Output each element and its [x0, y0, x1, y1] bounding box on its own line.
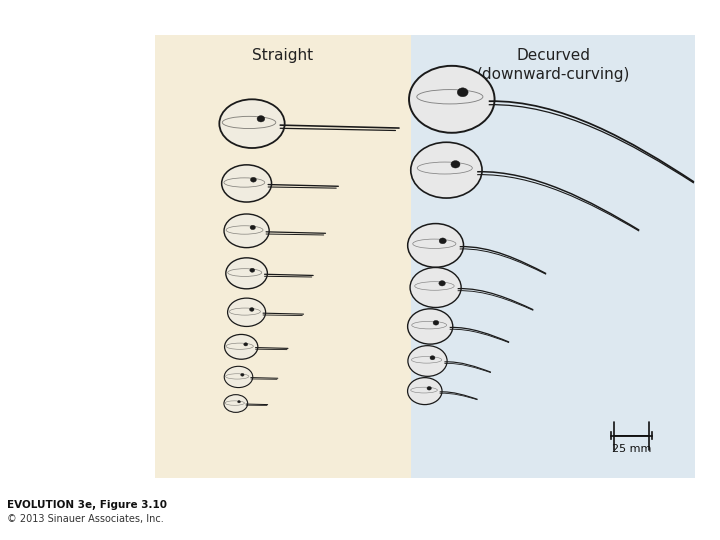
Ellipse shape — [408, 309, 453, 344]
Circle shape — [257, 116, 265, 122]
Circle shape — [457, 88, 468, 97]
Text: Straight: Straight — [253, 49, 314, 63]
Text: Figure 3.10  Variation in the shape and length of the bill among sandpipers: Figure 3.10 Variation in the shape and l… — [6, 8, 610, 22]
Circle shape — [439, 238, 446, 244]
Ellipse shape — [220, 99, 284, 148]
Ellipse shape — [409, 66, 495, 133]
Circle shape — [238, 401, 240, 403]
Circle shape — [433, 320, 438, 325]
Ellipse shape — [408, 377, 442, 404]
Ellipse shape — [224, 366, 253, 388]
Circle shape — [250, 225, 256, 229]
Ellipse shape — [226, 258, 267, 289]
Ellipse shape — [222, 165, 271, 202]
Text: 25 mm: 25 mm — [612, 444, 651, 454]
Circle shape — [427, 387, 431, 390]
Bar — [155, 35, 411, 478]
Circle shape — [430, 356, 435, 360]
Circle shape — [251, 177, 256, 182]
Text: EVOLUTION 3e, Figure 3.10: EVOLUTION 3e, Figure 3.10 — [7, 500, 167, 510]
Ellipse shape — [228, 298, 266, 327]
Text: Decurved
(downward-curving): Decurved (downward-curving) — [477, 49, 630, 82]
Ellipse shape — [411, 142, 482, 198]
Ellipse shape — [408, 346, 447, 376]
Ellipse shape — [224, 395, 248, 413]
Ellipse shape — [408, 224, 464, 267]
Circle shape — [244, 343, 248, 346]
Bar — [411, 35, 695, 478]
Circle shape — [439, 281, 446, 286]
Text: © 2013 Sinauer Associates, Inc.: © 2013 Sinauer Associates, Inc. — [7, 514, 164, 524]
Circle shape — [250, 308, 254, 311]
Ellipse shape — [410, 267, 461, 307]
Circle shape — [451, 160, 460, 168]
Circle shape — [240, 374, 244, 376]
Ellipse shape — [224, 214, 269, 248]
Circle shape — [250, 268, 255, 272]
Ellipse shape — [225, 334, 258, 359]
